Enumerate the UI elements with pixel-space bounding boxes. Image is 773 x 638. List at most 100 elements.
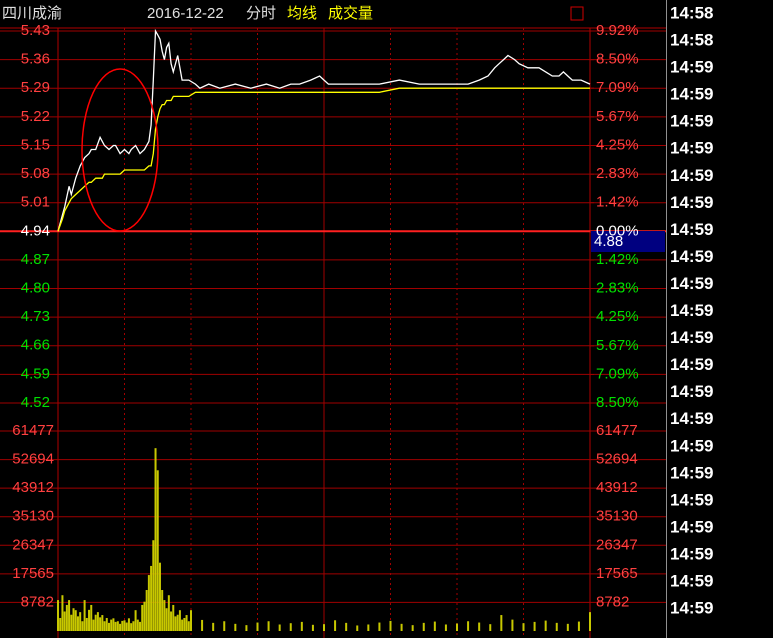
trade-time: 14:59 (670, 220, 713, 239)
volume-bar (123, 620, 126, 631)
volume-bar (65, 604, 68, 631)
y2-tick-label: 1.42% (596, 251, 639, 268)
trade-time: 14:59 (670, 355, 713, 374)
volume-bar (300, 621, 303, 631)
volume-bar (136, 619, 139, 631)
volume-bar (456, 623, 458, 631)
volume-bar (511, 619, 514, 631)
trade-time: 14:58 (670, 3, 713, 22)
volume-bar (79, 612, 82, 631)
volume-bar (181, 619, 184, 631)
y2-tick-label: 7.09% (596, 365, 639, 382)
volume-bar (172, 604, 175, 631)
volume-bar (105, 617, 108, 631)
trade-time: 14:59 (670, 544, 713, 563)
y-tick-label: 17565 (596, 565, 638, 582)
volume-bar (478, 622, 481, 631)
volume-bar (147, 575, 150, 631)
volume-bar (114, 621, 117, 631)
volume-bar (422, 622, 425, 631)
volume-bar (174, 616, 177, 631)
y-tick-label: 26347 (596, 536, 638, 553)
trade-time: 14:59 (670, 139, 713, 158)
y-tick-label: 17565 (12, 565, 54, 582)
trade-time: 14:59 (670, 490, 713, 509)
volume-bar (245, 625, 248, 631)
trade-time: 14:59 (670, 572, 713, 591)
y-tick-label: 52694 (12, 451, 54, 468)
trade-time: 14:59 (670, 382, 713, 401)
y-tick-label: 4.87 (21, 251, 50, 268)
volume-bar (500, 615, 503, 631)
volume-bar (107, 622, 110, 631)
trade-time: 14:58 (670, 31, 713, 50)
volume-bar (116, 621, 119, 631)
y-tick-label: 5.08 (21, 165, 50, 182)
volume-bar (103, 621, 106, 631)
volume-bar (467, 621, 470, 631)
volume-bar (267, 621, 270, 631)
volume-bar (127, 618, 130, 631)
volume-bar (130, 623, 133, 631)
y-tick-label: 43912 (596, 479, 638, 496)
volume-bar (96, 612, 99, 631)
volume-bar (61, 595, 64, 631)
stock-name: 四川成渝 (2, 5, 62, 22)
volume-bar (59, 617, 62, 631)
volume-bar (134, 610, 137, 631)
trade-time: 14:59 (670, 193, 713, 212)
trade-time: 14:59 (670, 166, 713, 185)
y-tick-label: 8782 (21, 593, 54, 610)
volume-bar (125, 622, 128, 631)
y-tick-label: 35130 (596, 508, 638, 525)
trade-time: 14:59 (670, 301, 713, 320)
y-tick-label: 26347 (12, 536, 54, 553)
y-tick-label: 8782 (596, 593, 629, 610)
volume-bar (433, 621, 436, 631)
y2-tick-label: 5.67% (596, 108, 639, 125)
trade-time: 14:59 (670, 58, 713, 77)
y-tick-label: 5.36 (21, 51, 50, 68)
volume-bar (110, 619, 113, 631)
volume-bar (187, 621, 190, 631)
volume-bar (141, 604, 144, 631)
volume-bar (256, 622, 259, 631)
volume-bar (223, 621, 226, 631)
volume-bar (158, 562, 161, 631)
volume-bar (400, 623, 403, 631)
grid (0, 28, 666, 638)
volume-bar (178, 610, 181, 631)
y2-tick-label: 8.50% (596, 51, 639, 68)
window-icon[interactable] (570, 6, 584, 21)
trade-time: 14:59 (670, 517, 713, 536)
y-tick-label: 5.01 (21, 194, 50, 211)
volume-bar (163, 600, 166, 631)
volume-bar (92, 619, 95, 631)
volume-bar (81, 621, 84, 631)
y-tick-label: 52694 (596, 451, 638, 468)
volume-bar (99, 617, 102, 631)
mode: 分时 (246, 5, 276, 22)
volume-bar (139, 621, 142, 631)
volume-bar (152, 540, 155, 631)
y2-tick-label: 2.83% (596, 165, 639, 182)
volume-bar (289, 623, 292, 631)
y2-tick-label: 5.67% (596, 337, 639, 354)
volume-bar (83, 600, 86, 631)
volume-bar (63, 611, 66, 631)
volume-bar (72, 608, 75, 631)
volume-bar (323, 624, 325, 631)
volume-bar (143, 601, 146, 631)
volume-bar (119, 623, 122, 631)
trade-time: 14:59 (670, 409, 713, 428)
volume-bar (165, 608, 168, 631)
volume-bar (212, 622, 215, 631)
trade-time: 14:59 (670, 599, 713, 618)
volume-bar (356, 625, 359, 631)
y-tick-label: 4.94 (21, 222, 50, 239)
y-tick-label: 35130 (12, 508, 54, 525)
y-tick-label: 43912 (12, 479, 54, 496)
volume-bar (185, 615, 188, 631)
